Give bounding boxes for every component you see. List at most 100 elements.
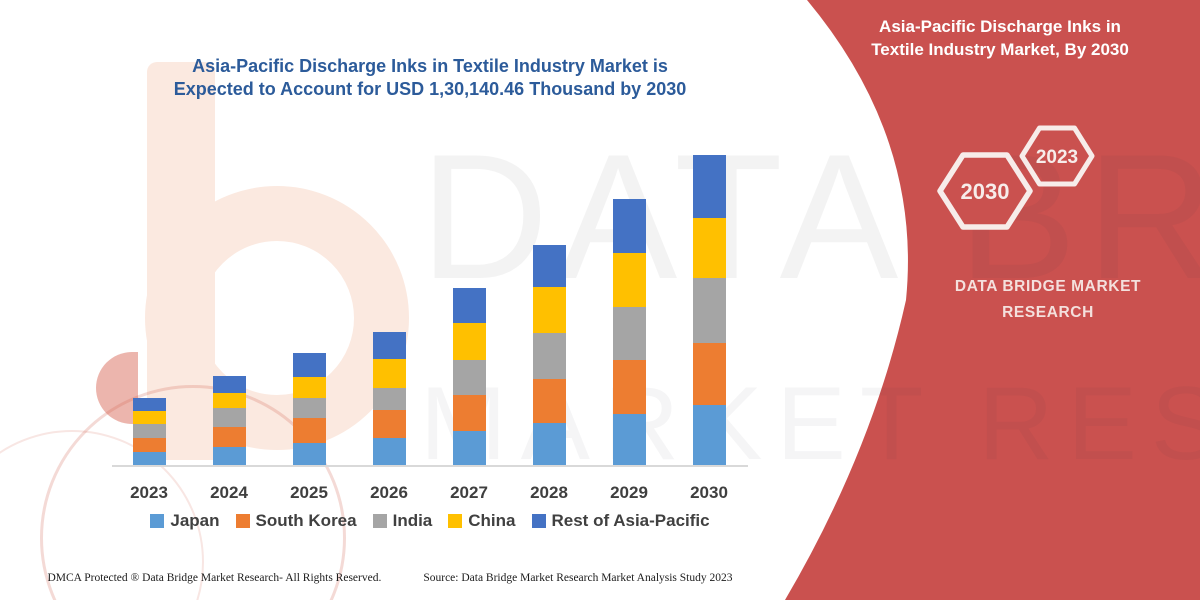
side-panel-title-line1: Asia-Pacific Discharge Inks in <box>879 17 1121 36</box>
hexagon-2023 <box>1019 125 1095 187</box>
stacked-bar-2025 <box>292 353 326 465</box>
legend-swatch-icon <box>150 514 165 528</box>
bar-segment-2024-japan <box>212 447 246 465</box>
bar-segment-2030-south-korea <box>692 342 726 405</box>
legend-item-china: China <box>448 511 516 531</box>
bar-segment-2026-rest-of-asia-pacific <box>372 331 406 360</box>
legend-label: South Korea <box>255 511 357 530</box>
legend-item-south-korea: South Korea <box>235 511 357 531</box>
bar-segment-2029-south-korea <box>612 360 646 415</box>
bar-segment-2023-china <box>132 410 166 425</box>
stacked-bar-2028 <box>532 245 566 465</box>
bar-slot-2028 <box>519 150 579 465</box>
stacked-bar-2029 <box>612 199 646 465</box>
legend-swatch-icon <box>531 514 546 528</box>
bar-segment-2026-china <box>372 359 406 389</box>
legend-label: India <box>392 511 433 530</box>
bar-segment-2026-japan <box>372 438 406 465</box>
bar-segment-2024-south-korea <box>212 427 246 448</box>
x-axis-label-2024: 2024 <box>210 483 248 502</box>
bar-segment-2025-china <box>292 376 326 398</box>
bar-segment-2025-india <box>292 397 326 418</box>
bar-segment-2030-rest-of-asia-pacific <box>692 155 726 218</box>
x-axis-label-2030: 2030 <box>690 483 728 502</box>
bar-segment-2028-rest-of-asia-pacific <box>532 245 566 287</box>
legend-label: Japan <box>170 511 220 530</box>
bar-segment-2029-china <box>612 253 646 307</box>
bar-slot-2027 <box>439 150 499 465</box>
bar-segment-2024-india <box>212 408 246 428</box>
brand-name-line2: RESEARCH <box>1002 304 1094 321</box>
bar-segment-2030-china <box>692 217 726 279</box>
footer-dmca-text: DMCA Protected ® Data Bridge Market Rese… <box>47 572 382 584</box>
stacked-bar-2026 <box>372 331 406 465</box>
x-axis-label-2028: 2028 <box>530 483 568 502</box>
bar-segment-2023-india <box>132 424 166 439</box>
stacked-bar-2023 <box>132 398 166 465</box>
bar-segment-2025-japan <box>292 443 326 465</box>
bar-segment-2023-rest-of-asia-pacific <box>132 398 166 411</box>
bar-slot-2030 <box>679 150 739 465</box>
hexagon-2030-label: 2030 <box>961 179 1010 204</box>
bar-slot-2026 <box>359 150 419 465</box>
x-axis-label-2023: 2023 <box>130 483 168 502</box>
bar-segment-2030-japan <box>692 405 726 465</box>
legend-item-rest-of-asia-pacific: Rest of Asia-Pacific <box>531 511 710 531</box>
x-axis-labels: 2023 2024 2025 2026 2027 2028 2029 2030 <box>119 483 739 503</box>
brand-name: DATA BRIDGE MARKET RESEARCH <box>850 274 1200 326</box>
bar-segment-2028-india <box>532 333 566 380</box>
bar-segment-2027-china <box>452 322 486 360</box>
bar-segment-2029-japan <box>612 414 646 465</box>
legend-swatch-icon <box>235 514 250 528</box>
bar-segment-2026-india <box>372 388 406 411</box>
bar-slot-2023 <box>119 150 179 465</box>
x-axis-label-2029: 2029 <box>610 483 648 502</box>
chart-title: Asia-Pacific Discharge Inks in Textile I… <box>100 55 760 101</box>
bar-segment-2023-south-korea <box>132 438 166 452</box>
bar-segment-2029-india <box>612 306 646 361</box>
side-panel-title-line2: Textile Industry Market, By 2030 <box>871 40 1129 59</box>
bar-segment-2028-south-korea <box>532 379 566 424</box>
bar-segment-2028-china <box>532 286 566 334</box>
bar-segment-2023-japan <box>132 451 166 465</box>
stacked-bar-2027 <box>452 288 486 465</box>
legend-swatch-icon <box>372 514 387 528</box>
legend-item-japan: Japan <box>150 511 220 531</box>
chart-legend: Japan South Korea India China Rest of Asia-P… <box>100 511 760 531</box>
bar-segment-2026-south-korea <box>372 410 406 439</box>
bar-segment-2025-rest-of-asia-pacific <box>292 353 326 377</box>
x-axis-label-2026: 2026 <box>370 483 408 502</box>
x-axis-label-2025: 2025 <box>290 483 328 502</box>
hexagon-badges: 2023 2030 <box>937 125 1095 230</box>
x-axis-line <box>112 465 748 467</box>
x-axis-label-2027: 2027 <box>450 483 488 502</box>
bar-segment-2027-india <box>452 360 486 395</box>
bar-segment-2027-south-korea <box>452 395 486 431</box>
bar-segment-2027-rest-of-asia-pacific <box>452 288 486 323</box>
chart-title-line1: Asia-Pacific Discharge Inks in Textile I… <box>192 56 668 76</box>
hexagon-2023-label: 2023 <box>1036 147 1078 168</box>
bar-plot-area <box>119 150 739 465</box>
bar-slot-2024 <box>199 150 259 465</box>
bar-segment-2024-rest-of-asia-pacific <box>212 376 246 394</box>
stacked-bar-2024 <box>212 376 246 465</box>
hexagon-2030 <box>937 152 1033 230</box>
brand-name-line1: DATA BRIDGE MARKET <box>954 278 1142 295</box>
legend-label: Rest of Asia-Pacific <box>551 511 710 530</box>
side-panel-title: Asia-Pacific Discharge Inks in Textile I… <box>810 15 1190 61</box>
footer: DMCA Protected ® Data Bridge Market Rese… <box>0 572 780 584</box>
bar-slot-2025 <box>279 150 339 465</box>
legend-item-india: India <box>372 511 433 531</box>
bar-segment-2025-south-korea <box>292 417 326 444</box>
footer-source-text: Source: Data Bridge Market Research Mark… <box>423 572 733 584</box>
bar-slot-2029 <box>599 150 659 465</box>
chart-title-line2: Expected to Account for USD 1,30,140.46 … <box>173 79 687 99</box>
bar-segment-2029-rest-of-asia-pacific <box>612 199 646 254</box>
legend-label: China <box>468 511 516 530</box>
bar-segment-2030-india <box>692 278 726 343</box>
bar-segment-2024-china <box>212 393 246 409</box>
stacked-bar-2030 <box>692 155 726 465</box>
legend-swatch-icon <box>448 514 463 528</box>
